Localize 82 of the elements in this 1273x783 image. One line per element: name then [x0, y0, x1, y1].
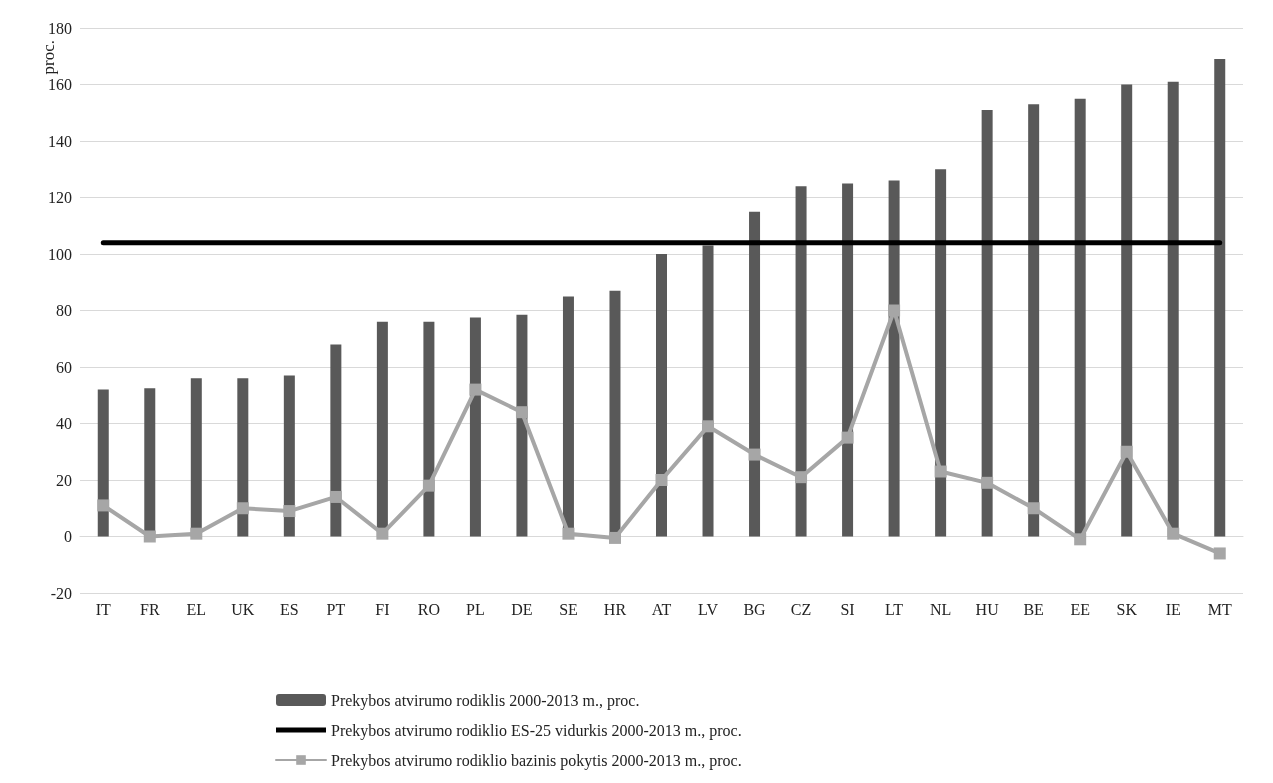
- bar: [656, 254, 667, 537]
- x-tick-label: LV: [698, 600, 719, 618]
- point: [283, 505, 296, 518]
- bar: [702, 245, 714, 537]
- y-axis-title: proc.: [39, 39, 58, 75]
- bar: [423, 321, 435, 537]
- point: [422, 479, 435, 492]
- point: [1120, 445, 1133, 458]
- x-tick-label: AT: [651, 600, 672, 618]
- x-tick-label: PT: [326, 600, 346, 618]
- bar: [1214, 59, 1226, 537]
- point: [469, 383, 482, 396]
- bar: [795, 186, 807, 537]
- point: [1027, 502, 1040, 515]
- y-tick-label: -20: [50, 584, 72, 602]
- x-tick-label: CZ: [790, 600, 812, 618]
- bar: [330, 344, 342, 537]
- x-tick-label: DE: [511, 600, 533, 618]
- bar: [237, 378, 249, 537]
- x-tick-label: BG: [743, 600, 767, 618]
- y-tick-label: 160: [48, 76, 72, 93]
- y-tick-label: 140: [48, 132, 72, 150]
- x-tick-label: SE: [559, 600, 578, 618]
- y-tick-label: 120: [48, 189, 72, 206]
- x-tick-label: RO: [417, 600, 441, 618]
- point: [748, 448, 761, 461]
- point: [1074, 533, 1087, 546]
- bar: [888, 180, 900, 537]
- x-tick-label: EL: [186, 600, 207, 618]
- legend-label: Prekybos atvirumo rodiklio bazinis pokytis 2000-2013 m., proc.: [331, 751, 742, 770]
- y-tick-label: 180: [48, 19, 72, 37]
- point: [1167, 527, 1180, 540]
- bar: [935, 169, 947, 537]
- point: [655, 474, 668, 486]
- point: [190, 527, 203, 540]
- point: [143, 530, 156, 543]
- bar: [283, 375, 295, 537]
- x-tick-label: UK: [231, 600, 255, 618]
- x-tick-label: MT: [1207, 600, 1232, 618]
- y-tick-label: 60: [56, 358, 72, 376]
- x-tick-label: FI: [375, 600, 390, 618]
- bar: [1121, 84, 1133, 537]
- x-tick-label: IT: [95, 600, 112, 618]
- bar: [469, 317, 481, 537]
- bar: [1028, 104, 1040, 537]
- y-tick-label: 20: [56, 471, 72, 489]
- bar: [842, 183, 854, 537]
- point: [376, 527, 389, 540]
- legend-label: Prekybos atvirumo rodiklio ES-25 vidurkis 2000-2013 m., proc.: [331, 721, 742, 740]
- point: [97, 499, 110, 512]
- bar: [516, 314, 528, 537]
- x-tick-label: PL: [466, 600, 485, 618]
- point: [841, 431, 854, 444]
- y-tick-label: 100: [48, 245, 72, 263]
- x-tick-label: SI: [840, 600, 855, 618]
- point: [888, 304, 901, 317]
- y-tick-label: 0: [64, 528, 72, 545]
- bar: [97, 389, 109, 537]
- x-tick-label: FR: [139, 600, 160, 618]
- x-tick-label: ES: [280, 600, 299, 618]
- point: [981, 476, 994, 489]
- x-tick-label: BE: [1023, 600, 1044, 618]
- point: [236, 502, 249, 515]
- x-tick-label: HU: [975, 600, 1000, 618]
- point: [795, 471, 808, 484]
- point: [608, 531, 621, 544]
- point: [562, 527, 575, 540]
- point: [934, 465, 947, 478]
- x-tick-label: NL: [929, 600, 952, 618]
- y-tick-label: 80: [56, 302, 72, 319]
- x-tick-label: HR: [603, 600, 627, 618]
- y-tick-label: 40: [56, 415, 72, 432]
- x-tick-label: SK: [1116, 600, 1138, 618]
- x-tick-label: LT: [885, 600, 904, 618]
- legend-label: Prekybos atvirumo rodiklis 2000-2013 m., proc.: [331, 691, 640, 710]
- bar: [981, 109, 993, 537]
- bar: [749, 211, 761, 537]
- point: [329, 490, 342, 503]
- point: [1213, 547, 1226, 560]
- point: [702, 420, 715, 433]
- x-tick-label: IE: [1165, 600, 1181, 618]
- x-tick-label: EE: [1070, 600, 1090, 618]
